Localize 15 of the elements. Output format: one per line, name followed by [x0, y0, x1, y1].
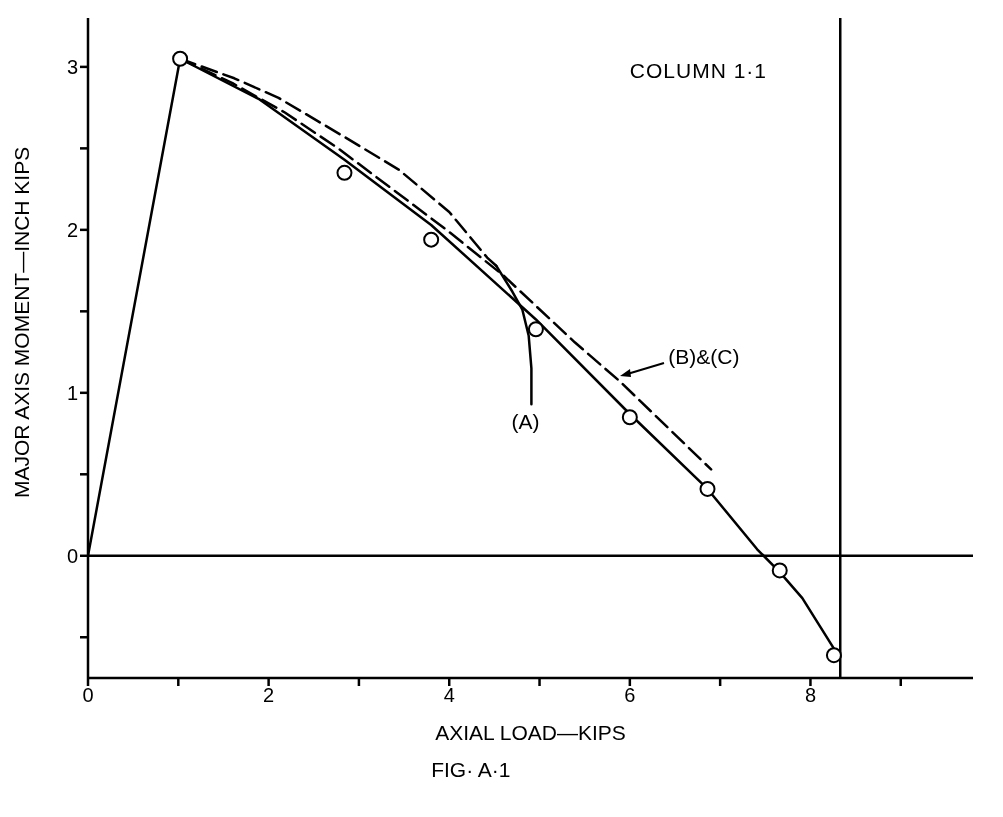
x-tick-label: 4 [443, 684, 455, 707]
y-tick-label: 2 [66, 218, 78, 241]
annotation: COLUMN 1·1 [629, 58, 768, 83]
annotation: (B)&(C) [668, 344, 740, 369]
x-tick-label: 2 [263, 684, 275, 707]
x-tick-label: 0 [82, 684, 94, 707]
text: FIG· A·1 [431, 758, 511, 782]
y-tick-label: 0 [66, 544, 78, 567]
annotation: (A) [511, 410, 540, 435]
x-tick-label: 8 [804, 684, 817, 707]
y-tick-label: 3 [66, 55, 78, 78]
y-axis-title: MAJOR AXIS MOMENT—INCH KIPS [10, 146, 34, 498]
x-tick-label: 6 [624, 684, 636, 707]
y-tick-label: 1 [66, 381, 78, 404]
x-axis-title: AXIAL LOAD—KIPS [435, 721, 626, 744]
